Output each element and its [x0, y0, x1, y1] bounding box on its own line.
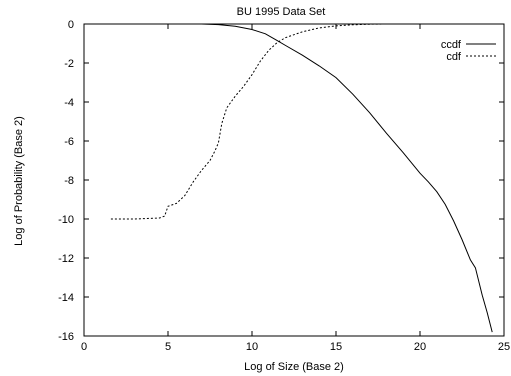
- plot-area-border: [83, 23, 505, 337]
- y-tick-label: -10: [58, 214, 74, 226]
- x-axis-label: Log of Size (Base 2): [244, 361, 344, 373]
- y-tick-label: -12: [58, 253, 74, 265]
- legend-label-cdf: cdf: [446, 51, 462, 63]
- series-line-ccdf: [110, 23, 493, 333]
- legend-label-ccdf: ccdf: [441, 39, 462, 51]
- x-tick-label: 15: [330, 341, 342, 353]
- y-tick-label: -6: [64, 136, 74, 148]
- x-tick-label: 20: [414, 341, 426, 353]
- x-tick-label: 10: [246, 341, 258, 353]
- y-tick-label: -14: [58, 292, 74, 304]
- series-line-cdf: [110, 23, 493, 220]
- y-tick-label: -16: [58, 331, 74, 343]
- x-tick-label: 0: [81, 341, 87, 353]
- chart-title: BU 1995 Data Set: [237, 6, 326, 18]
- x-tick-label: 5: [165, 341, 171, 353]
- y-axis-label: Log of Probability (Base 2): [13, 116, 25, 246]
- y-tick-label: -2: [64, 58, 74, 70]
- x-tick-label: 25: [498, 341, 510, 353]
- y-tick-label: -4: [64, 97, 74, 109]
- y-tick-label: 0: [68, 19, 74, 31]
- y-tick-label: -8: [64, 175, 74, 187]
